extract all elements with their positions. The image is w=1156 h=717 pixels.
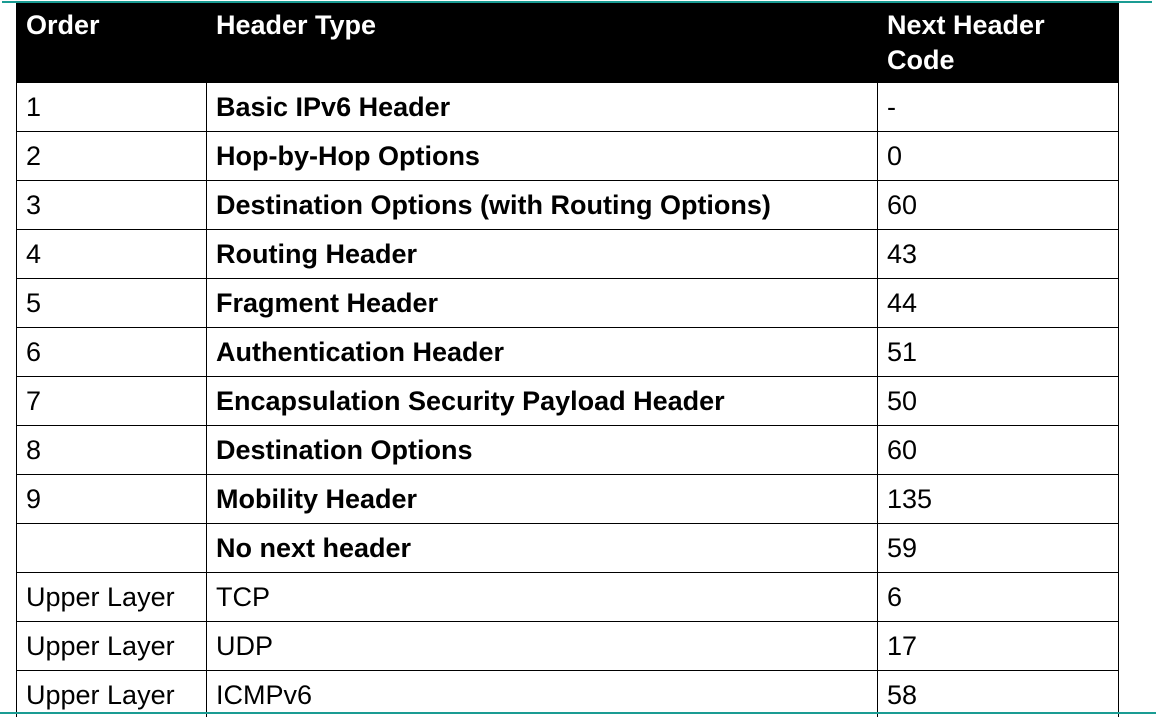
cell-order [16, 523, 207, 573]
table-row: Upper Layer ICMPv6 58 [16, 670, 1119, 717]
cell-next-header-code: 60 [877, 425, 1119, 475]
cell-order: 6 [16, 327, 207, 377]
table-row: 5 Fragment Header 44 [16, 278, 1119, 328]
table-row: Upper Layer TCP 6 [16, 572, 1119, 622]
cell-order: 3 [16, 180, 207, 230]
cell-header-type: Mobility Header [206, 474, 878, 524]
table-row: 8 Destination Options 60 [16, 425, 1119, 475]
cell-header-type: Fragment Header [206, 278, 878, 328]
cell-header-type: Authentication Header [206, 327, 878, 377]
cell-order: 9 [16, 474, 207, 524]
cell-next-header-code: 43 [877, 229, 1119, 279]
cell-next-header-code: 58 [877, 670, 1119, 717]
cell-order: Upper Layer [16, 621, 207, 671]
bottom-accent-rule [0, 712, 1156, 714]
table-row: 2 Hop-by-Hop Options 0 [16, 131, 1119, 181]
cell-order: 7 [16, 376, 207, 426]
column-header-next-header-code: Next Header Code [877, 3, 1119, 83]
cell-next-header-code: 50 [877, 376, 1119, 426]
cell-header-type: Encapsulation Security Payload Header [206, 376, 878, 426]
table-row: 3 Destination Options (with Routing Optio… [16, 180, 1119, 230]
table-row: No next header 59 [16, 523, 1119, 573]
column-header-order: Order [16, 3, 207, 83]
cell-order: 8 [16, 425, 207, 475]
cell-order: 4 [16, 229, 207, 279]
cell-order: Upper Layer [16, 670, 207, 717]
cell-next-header-code: 59 [877, 523, 1119, 573]
column-header-header-type: Header Type [206, 3, 878, 83]
table-row: 7 Encapsulation Security Payload Header 50 [16, 376, 1119, 426]
cell-order: 1 [16, 82, 207, 132]
cell-next-header-code: 135 [877, 474, 1119, 524]
cell-next-header-code: 44 [877, 278, 1119, 328]
cell-header-type: TCP [206, 572, 878, 622]
cell-next-header-code: 0 [877, 131, 1119, 181]
table-body: 1 Basic IPv6 Header -2 Hop-by-Hop Options 0 3… [16, 82, 1119, 717]
cell-header-type: Destination Options [206, 425, 878, 475]
cell-header-type: UDP [206, 621, 878, 671]
table-row: 4 Routing Header 43 [16, 229, 1119, 279]
cell-order: 2 [16, 131, 207, 181]
top-accent-rule [2, 1, 1152, 3]
table-row: Upper Layer UDP 17 [16, 621, 1119, 671]
cell-next-header-code: 17 [877, 621, 1119, 671]
cell-next-header-code: - [877, 82, 1119, 132]
cell-next-header-code: 60 [877, 180, 1119, 230]
table-row: 1 Basic IPv6 Header - [16, 82, 1119, 132]
cell-header-type: Routing Header [206, 229, 878, 279]
table-row: 9 Mobility Header 135 [16, 474, 1119, 524]
cell-header-type: No next header [206, 523, 878, 573]
cell-header-type: ICMPv6 [206, 670, 878, 717]
cell-next-header-code: 6 [877, 572, 1119, 622]
cell-order: Upper Layer [16, 572, 207, 622]
cell-header-type: Hop-by-Hop Options [206, 131, 878, 181]
cell-header-type: Basic IPv6 Header [206, 82, 878, 132]
cell-next-header-code: 51 [877, 327, 1119, 377]
cell-order: 5 [16, 278, 207, 328]
ipv6-extension-header-table: Order Header Type Next Header Code 1 Basi… [16, 3, 1119, 717]
table-header-row: Order Header Type Next Header Code [16, 3, 1119, 83]
cell-header-type: Destination Options (with Routing Option… [206, 180, 878, 230]
table-row: 6 Authentication Header 51 [16, 327, 1119, 377]
